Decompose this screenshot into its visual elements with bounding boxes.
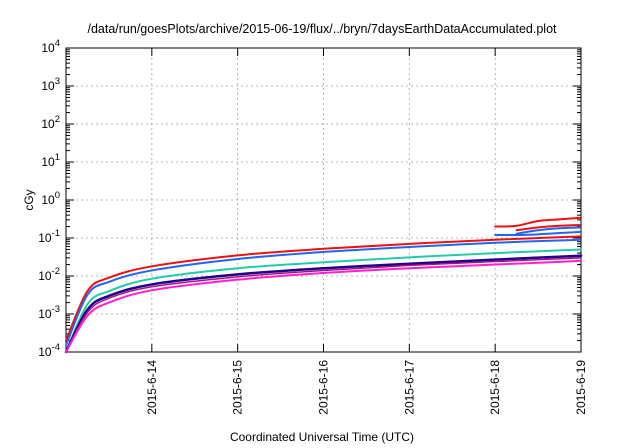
series-line-10 (515, 226, 582, 235)
x-tick-label: 2015-6-18 (488, 360, 502, 415)
series-layer (64, 216, 583, 354)
y-tick-label: 10-2 (38, 266, 60, 283)
series-line-8 (494, 216, 582, 228)
x-tick-label: 2015-6-19 (574, 360, 588, 415)
axis-ticks (66, 47, 582, 353)
x-tick-label: 2015-6-14 (145, 360, 159, 415)
y-tick-label: 102 (41, 114, 60, 131)
x-tick-label: 2015-6-15 (231, 360, 245, 415)
y-axis-tick-labels: 10-4 10-3 10-2 10-1 100 101 102 103 104 (38, 38, 60, 359)
y-tick-label: 101 (41, 152, 60, 169)
x-axis-label: Coordinated Universal Time (UTC) (230, 430, 414, 444)
series-line-4 (64, 254, 583, 354)
y-tick-label: 103 (41, 76, 60, 93)
chart-title: /data/run/goesPlots/archive/2015-06-19/f… (87, 22, 557, 36)
series-line-2 (65, 238, 582, 347)
series-line-6 (65, 259, 582, 353)
x-tick-label: 2015-6-17 (402, 360, 416, 415)
y-tick-label: 104 (41, 38, 60, 55)
series-line-7 (494, 230, 582, 237)
x-axis-tick-labels: 2015-6-14 2015-6-15 2015-6-16 2015-6-17 2015… (145, 360, 588, 415)
grid (66, 48, 581, 352)
series-line-5 (65, 257, 582, 353)
series-line-3 (65, 248, 582, 353)
series-line-1 (65, 235, 582, 342)
x-tick-label: 2015-6-16 (317, 360, 331, 415)
y-axis-label: cGy (22, 189, 36, 210)
y-tick-label: 10-1 (38, 228, 60, 245)
y-tick-label: 100 (41, 190, 60, 207)
y-tick-label: 10-4 (38, 342, 60, 359)
y-tick-label: 10-3 (38, 304, 60, 321)
series-line-9 (515, 223, 582, 232)
